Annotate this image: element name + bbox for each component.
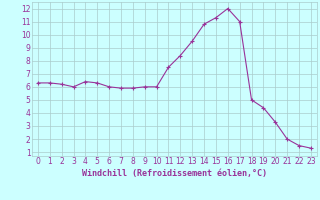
X-axis label: Windchill (Refroidissement éolien,°C): Windchill (Refroidissement éolien,°C) — [82, 169, 267, 178]
